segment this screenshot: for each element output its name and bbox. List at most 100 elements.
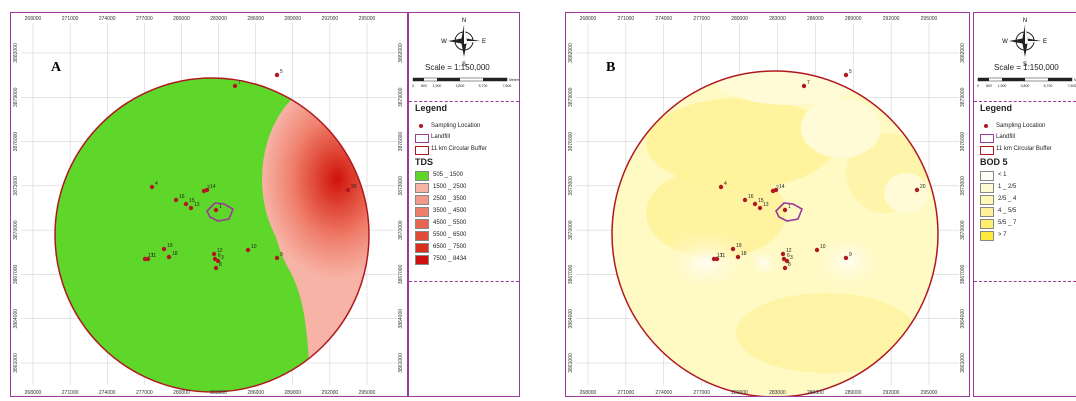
x-tick-label: 271000 bbox=[62, 390, 79, 396]
y-tick-label: 3867000 bbox=[13, 264, 19, 284]
class-label: < 1 bbox=[998, 172, 1007, 178]
x-tick-label: 274000 bbox=[655, 16, 672, 22]
sample-label: 16 bbox=[748, 194, 754, 200]
x-tick-label: 295000 bbox=[359, 16, 376, 22]
scalebar-label: 0 bbox=[412, 84, 414, 88]
y-tick-label: 3873000 bbox=[568, 176, 574, 196]
sample-label: 13 bbox=[763, 202, 769, 208]
y-tick-label: 3864000 bbox=[568, 309, 574, 329]
sampling-point bbox=[211, 251, 217, 257]
sampling-location-icon bbox=[419, 124, 423, 128]
sample-label: 4 bbox=[724, 181, 727, 187]
sampling-point bbox=[814, 247, 820, 253]
sampling-point bbox=[757, 205, 763, 211]
sampling-point bbox=[161, 246, 167, 252]
y-tick-label: 3861000 bbox=[568, 353, 574, 373]
compass-n: N bbox=[462, 18, 466, 24]
class-swatch bbox=[415, 255, 429, 265]
y-tick-label: 3879000 bbox=[568, 87, 574, 107]
sample-label: 18 bbox=[741, 251, 747, 257]
class-swatch bbox=[415, 219, 429, 229]
scalebar-label: 1,900 bbox=[998, 84, 1007, 88]
y-tick-label: 3864000 bbox=[398, 309, 404, 329]
sampling-point bbox=[245, 247, 251, 253]
class-swatch bbox=[980, 195, 994, 205]
y-tick-label: 3876000 bbox=[568, 132, 574, 152]
x-tick-label: 277000 bbox=[136, 16, 153, 22]
compass-w: W bbox=[441, 39, 447, 45]
x-tick-label: 268000 bbox=[580, 390, 597, 396]
sampling-point bbox=[345, 187, 351, 193]
sampling-point bbox=[149, 184, 155, 190]
x-tick-label: 286000 bbox=[807, 390, 824, 396]
x-tick-label: 280000 bbox=[173, 16, 190, 22]
y-tick-label: 3879000 bbox=[960, 87, 966, 107]
x-tick-label: 280000 bbox=[173, 390, 190, 396]
sample-label: 14 bbox=[210, 184, 216, 190]
y-ticks-b: 3882000 3882000 3879000 3879000 3876000 38760… bbox=[568, 43, 966, 373]
class-swatch bbox=[980, 207, 994, 217]
y-tick-label: 3873000 bbox=[13, 176, 19, 196]
scalebar-label: 800 bbox=[421, 84, 427, 88]
class-swatch bbox=[415, 207, 429, 217]
y-tick-label: 3882000 bbox=[13, 43, 19, 63]
landfill-swatch bbox=[980, 134, 994, 143]
sample-label: 15 bbox=[758, 198, 764, 204]
sample-label: 12 bbox=[217, 248, 223, 254]
sampling-point bbox=[782, 265, 788, 271]
compass-n: N bbox=[1023, 18, 1027, 24]
legend-item-buffer: 11 km Circular Buffer bbox=[431, 146, 487, 152]
scale-bar: 0 800 1,900 3,800 5,700 7,600 Meters bbox=[412, 77, 519, 88]
x-tick-label: 268000 bbox=[25, 16, 42, 22]
legend-title: Legend bbox=[415, 103, 448, 113]
legend-box-a: N S E W Scale = 1:150,000 0 800 1,900 3,800… bbox=[408, 12, 520, 397]
compass-rose-icon: N S E W bbox=[441, 18, 486, 68]
y-tick-label: 3864000 bbox=[960, 309, 966, 329]
scalebar-label: 800 bbox=[986, 84, 992, 88]
sample-label: 17 bbox=[717, 253, 723, 259]
sample-label: 16 bbox=[179, 194, 185, 200]
class-swatch bbox=[415, 183, 429, 193]
y-tick-label: 3870000 bbox=[13, 220, 19, 240]
sampling-point bbox=[718, 184, 724, 190]
compass-rose-icon: N S E W bbox=[1002, 18, 1047, 68]
y-tick-label: 3879000 bbox=[13, 87, 19, 107]
tds-hotspot bbox=[262, 79, 369, 279]
sampling-point bbox=[914, 187, 920, 193]
x-tick-label: 286000 bbox=[247, 16, 264, 22]
sample-label: 3 bbox=[221, 255, 224, 261]
class-label: 2500 _ 3500 bbox=[433, 196, 467, 202]
compass-e: E bbox=[482, 39, 486, 45]
sample-label: 8 bbox=[788, 262, 791, 268]
x-tick-label: 292000 bbox=[322, 390, 339, 396]
x-tick-label: 277000 bbox=[693, 16, 710, 22]
x-tick-label: 295000 bbox=[921, 16, 938, 22]
scalebar-label: 7,600 bbox=[1068, 84, 1076, 88]
sampling-point bbox=[752, 201, 758, 207]
panel-b: 1 2 3 4 5 6 7 8 9 10 11 12 13 14 15 16 17 18 19 20 268000 26… bbox=[555, 0, 1076, 398]
sampling-point bbox=[274, 72, 280, 78]
y-tick-label: 3879000 bbox=[398, 87, 404, 107]
sample-label: 3 bbox=[790, 255, 793, 261]
x-tick-label: 268000 bbox=[580, 16, 597, 22]
x-tick-label: 286000 bbox=[807, 16, 824, 22]
x-tick-label: 277000 bbox=[136, 390, 153, 396]
class-label: 505 _ 1500 bbox=[433, 172, 464, 178]
y-tick-label: 3882000 bbox=[398, 43, 404, 63]
sample-label: 15 bbox=[189, 198, 195, 204]
y-tick-label: 3873000 bbox=[398, 176, 404, 196]
panel-a: 1 2 3 4 5 6 7 8 9 10 11 12 13 14 15 16 17 18 19 20 268000 26… bbox=[0, 0, 520, 397]
sample-label: 14 bbox=[779, 184, 785, 190]
class-label: 1 _ 2/5 bbox=[998, 184, 1017, 190]
landfill-a bbox=[206, 202, 235, 222]
buffer-swatch bbox=[980, 146, 994, 155]
y-tick-label: 3876000 bbox=[13, 132, 19, 152]
x-tick-label: 268000 bbox=[25, 390, 42, 396]
y-tick-label: 3867000 bbox=[960, 264, 966, 284]
sampling-point bbox=[232, 83, 238, 89]
x-tick-label: 295000 bbox=[359, 390, 376, 396]
compass-s: S bbox=[1023, 62, 1027, 68]
panel-letter: B bbox=[606, 60, 615, 75]
